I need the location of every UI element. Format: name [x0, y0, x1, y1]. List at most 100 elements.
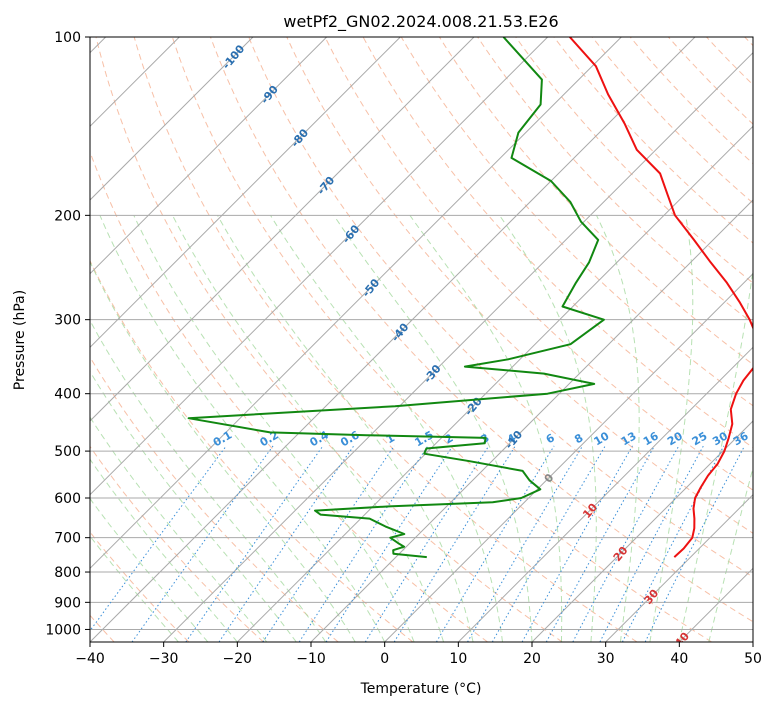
chart-title: wetPf2_GN02.2024.008.21.53.E26: [283, 12, 558, 32]
isotherm-line: [605, 493, 753, 642]
mixing-ratio-line: [90, 445, 227, 632]
mixing-ratio-line: [185, 445, 324, 642]
dry-adiabat-line: [90, 259, 414, 642]
y-tick-label: 400: [54, 387, 81, 403]
isotherm-line: [90, 37, 622, 570]
isotherm-line: [678, 567, 753, 642]
x-axis: −40 −30 −20 −10 0 10 20 30 40 50: [75, 642, 762, 667]
dry-adiabat-line: [324, 37, 753, 491]
mixing-ratio-line: [545, 445, 656, 642]
isotherm-line: [457, 346, 753, 642]
y-tick-label: 200: [54, 208, 81, 224]
isotherm-line: [310, 199, 753, 642]
isotherm-line: [384, 272, 753, 642]
mixing-ratio-label: 36: [731, 429, 751, 448]
isotherm-line: [752, 641, 753, 642]
mixing-ratio-line: [644, 445, 746, 642]
dry-adiabat-line: [591, 37, 753, 204]
isotherm-line: [90, 37, 475, 422]
dry-adiabat-line: [668, 37, 753, 125]
dry-adiabat-line: [629, 37, 753, 165]
dry-adiabat-line: [248, 37, 753, 578]
x-axis-title: Temperature (°C): [360, 681, 482, 697]
moist-adiabat-line: [90, 458, 238, 642]
temperature-profile-line: [569, 37, 753, 558]
mixing-ratio-line: [262, 445, 395, 642]
dry-adiabat-line: [210, 37, 753, 623]
isotherm-line: [90, 37, 401, 349]
mixing-ratio-line: [131, 445, 274, 642]
moist-adiabat-line: [333, 215, 533, 642]
isotherm-line: [90, 37, 549, 496]
dry-adiabat-line: [90, 445, 264, 642]
x-tick-label: 30: [597, 651, 615, 667]
mixing-ratio-label: 2: [442, 431, 455, 446]
mixing-ratio-line: [491, 445, 606, 642]
x-tick-label: 0: [380, 651, 389, 667]
sounding-series: [187, 37, 753, 559]
x-tick-label: 20: [523, 651, 541, 667]
y-tick-label: 600: [54, 491, 81, 507]
moist-adiabat-line: [90, 497, 209, 642]
moist-adiabat-line: [649, 215, 694, 642]
background-lines: [90, 37, 753, 642]
y-axis: 100 200 300 400 500 600 700 800 900 1000: [45, 30, 90, 638]
moist-adiabat-line: [90, 260, 356, 642]
mixing-ratio-line: [521, 445, 633, 642]
y-tick-label: 700: [54, 531, 81, 547]
dry-adiabat-line: [133, 37, 638, 642]
isotherm-line: [531, 420, 753, 642]
y-tick-label: 300: [54, 313, 81, 329]
dry-adiabat-line: [400, 37, 753, 407]
dry-adiabat-line: [706, 37, 753, 86]
mixing-ratio-line: [467, 445, 584, 642]
x-tick-label: 40: [670, 651, 688, 667]
mixing-ratio-label: 1: [384, 431, 397, 446]
x-tick-label: −20: [223, 651, 253, 667]
moist-adiabat-line: [596, 215, 640, 642]
x-tick-label: −30: [149, 651, 179, 667]
x-tick-label: 50: [744, 651, 762, 667]
moist-adiabat-line: [90, 535, 179, 642]
y-tick-label: 1000: [45, 622, 81, 638]
moist-adiabat-line: [708, 466, 753, 642]
dewpoint-profile-line: [187, 37, 605, 559]
mixing-ratio-label: 0.6: [338, 428, 362, 449]
line-labels: 0.1 0.2 0.4 0.6 1 1.5 2 3 4 6 8 10 13 16 20 25 30 36-100-…: [211, 42, 751, 642]
moist-adiabat-line: [409, 215, 563, 642]
moist-adiabat-line: [270, 215, 503, 642]
moist-adiabat-line: [678, 265, 753, 642]
x-tick-label: 10: [449, 651, 467, 667]
mixing-ratio-line: [218, 445, 355, 642]
dry-adiabat-line: [744, 37, 753, 47]
mixing-ratio-line: [325, 445, 454, 642]
y-tick-label: 100: [54, 30, 81, 46]
y-tick-label: 900: [54, 595, 81, 611]
y-tick-label: 800: [54, 565, 81, 581]
moist-adiabat-line: [90, 319, 327, 642]
dry-adiabat-line: [95, 37, 563, 642]
mixing-ratio-line: [393, 445, 516, 642]
mixing-ratio-line: [364, 445, 490, 642]
mixing-ratio-label: 0.4: [308, 428, 332, 449]
mixing-ratio-line: [599, 445, 704, 642]
dry-adiabat-line: [477, 37, 753, 325]
x-tick-label: −40: [75, 651, 105, 667]
mixing-ratio-line: [435, 445, 555, 642]
mixing-ratio-label: 13: [619, 429, 639, 448]
isotherm-line: [90, 37, 696, 642]
x-tick-label: −10: [296, 651, 326, 667]
dry-adiabat-line: [171, 37, 712, 642]
isotherm-line: [163, 51, 753, 642]
isotherm-line: [90, 37, 328, 275]
moist-adiabat-line: [90, 370, 297, 642]
y-axis-title: Pressure (hPa): [12, 290, 28, 390]
moist-adiabat-line: [217, 215, 474, 642]
moist-adiabat-line: [99, 215, 386, 642]
isotherm-line: [236, 125, 753, 642]
mixing-ratio-line: [572, 445, 680, 642]
mixing-ratio-line: [298, 445, 429, 642]
mixing-ratio-label: 8: [572, 431, 585, 446]
mixing-ratio-label: 0.1: [211, 428, 234, 449]
y-tick-label: 500: [54, 444, 81, 460]
